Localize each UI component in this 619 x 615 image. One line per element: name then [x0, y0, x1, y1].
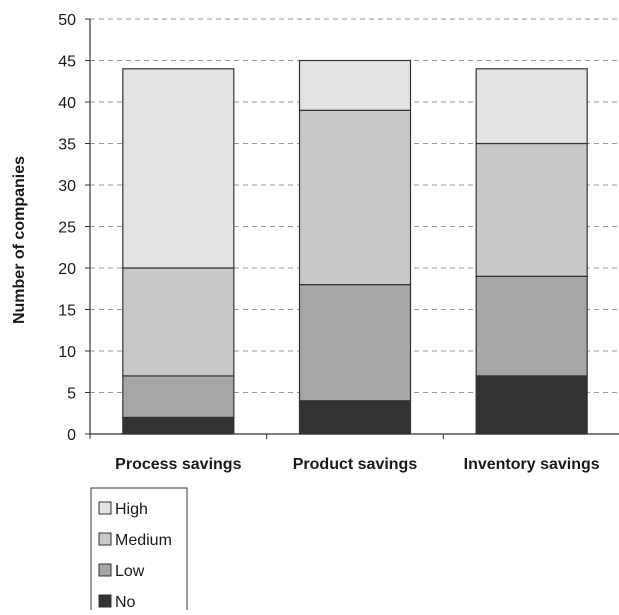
y-axis-title: Number of companies [11, 156, 28, 324]
y-tick-label: 25 [58, 220, 76, 237]
legend-swatch-low [98, 563, 112, 577]
y-tick-label: 20 [58, 261, 76, 278]
y-tick-label: 0 [67, 427, 76, 444]
y-ticks: 0 5 10 15 20 25 30 35 40 45 50 [58, 12, 90, 444]
legend-label: No [115, 594, 136, 610]
bar-segment-low [122, 375, 235, 418]
y-tick-label: 45 [58, 54, 76, 71]
bar-segment-high [122, 68, 235, 269]
legend: High Medium Low No [90, 487, 188, 613]
x-categories: Process savings Product savings Inventory … [89, 434, 600, 473]
legend-label: High [115, 501, 148, 518]
x-category-label: Process savings [115, 456, 241, 473]
bar-segment-medium [475, 142, 588, 277]
x-category-label: Product savings [293, 456, 418, 473]
y-tick-label: 15 [58, 303, 76, 320]
y-tick-label: 30 [58, 178, 76, 195]
legend-swatch-medium [98, 532, 112, 546]
bar-segment-low [475, 275, 588, 377]
y-tick-label: 50 [58, 12, 76, 29]
bar-segment-medium [298, 109, 412, 286]
bar-segment-low [298, 284, 412, 402]
y-tick-label: 40 [58, 95, 76, 112]
legend-label: Medium [115, 532, 172, 549]
bar-segment-no [122, 416, 235, 435]
y-tick-label: 5 [67, 386, 76, 403]
bar-segment-no [298, 400, 412, 435]
bar-segment-high [298, 59, 412, 111]
legend-swatch-no [98, 594, 112, 608]
y-tick-label: 10 [58, 344, 76, 361]
x-category-label: Inventory savings [464, 456, 600, 473]
legend-label: Low [115, 563, 145, 580]
bar-segment-high [475, 68, 588, 145]
bars [122, 59, 588, 435]
bar-segment-medium [122, 267, 235, 377]
bar-segment-no [475, 375, 588, 435]
legend-swatch-high [98, 501, 112, 515]
y-tick-label: 35 [58, 137, 76, 154]
